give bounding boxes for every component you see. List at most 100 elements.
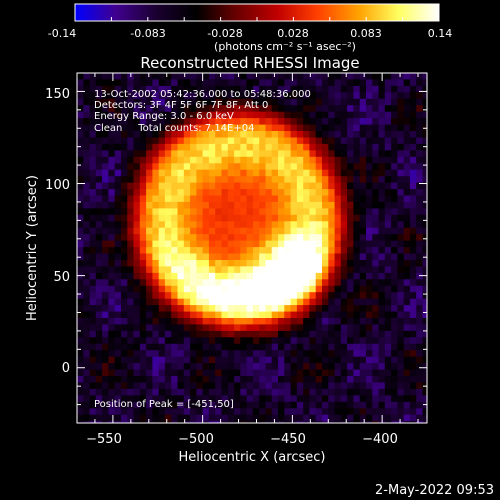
heatmap-cell <box>416 137 424 145</box>
heatmap-cell <box>208 176 216 184</box>
heatmap-cell <box>227 369 235 377</box>
heatmap-cell <box>290 240 298 248</box>
heatmap-cell <box>240 272 248 280</box>
heatmap-cell <box>190 343 197 351</box>
heatmap-cell <box>328 182 336 190</box>
heatmap-cell <box>416 214 424 222</box>
heatmap-cell <box>133 292 141 300</box>
heatmap-cell <box>215 124 223 132</box>
heatmap-cell <box>328 169 336 177</box>
heatmap-cell <box>372 131 380 138</box>
heatmap-cell <box>284 182 292 190</box>
heatmap-cell <box>121 85 128 93</box>
heatmap-cell <box>171 408 179 416</box>
heatmap-cell <box>95 279 103 287</box>
heatmap-cell <box>202 118 210 126</box>
heatmap-cell <box>265 208 273 216</box>
heatmap-cell <box>171 176 179 184</box>
heatmap-cell <box>95 395 103 403</box>
heatmap-cell <box>202 382 210 390</box>
heatmap-cell <box>95 131 103 138</box>
heatmap-cell <box>221 150 229 158</box>
heatmap-cell <box>334 73 342 80</box>
heatmap-cell <box>95 240 103 248</box>
heatmap-cell <box>215 292 223 300</box>
heatmap-cell <box>359 298 367 306</box>
heatmap-cell <box>196 382 204 390</box>
heatmap-cell <box>278 298 285 306</box>
heatmap-cell <box>202 105 210 113</box>
heatmap-cell <box>121 201 128 209</box>
heatmap-cell <box>202 73 210 80</box>
heatmap-cell <box>422 266 427 274</box>
heatmap-cell <box>102 124 109 132</box>
heatmap-cell <box>284 105 292 113</box>
heatmap-cell <box>259 182 267 190</box>
heatmap-cell <box>309 195 317 203</box>
heatmap-cell <box>202 195 210 203</box>
heatmap-cell <box>121 111 128 119</box>
heatmap-cell <box>372 298 380 306</box>
heatmap-cell <box>183 382 191 390</box>
heatmap-cell <box>208 195 216 203</box>
heatmap-cell <box>372 266 380 274</box>
heatmap-cell <box>403 124 411 132</box>
heatmap-cell <box>309 176 317 184</box>
heatmap-cell <box>384 395 392 403</box>
heatmap-cell <box>196 311 204 319</box>
heatmap-cell <box>83 421 91 423</box>
heatmap-cell <box>359 131 367 138</box>
heatmap-cell <box>353 214 361 222</box>
heatmap-cell <box>114 356 122 364</box>
heatmap-cell <box>409 98 417 106</box>
heatmap-cell <box>234 350 241 358</box>
heatmap-cell <box>391 240 398 248</box>
heatmap-cell <box>265 169 273 177</box>
heatmap-cell <box>290 118 298 126</box>
heatmap-cell <box>328 85 336 93</box>
heatmap-cell <box>359 118 367 126</box>
heatmap-cell <box>139 234 147 242</box>
heatmap-cell <box>95 292 103 300</box>
heatmap-cell <box>208 395 216 403</box>
heatmap-cell <box>359 369 367 377</box>
heatmap-cell <box>114 272 122 280</box>
heatmap-cell <box>384 240 392 248</box>
heatmap-cell <box>77 260 84 267</box>
heatmap-cell <box>114 98 122 106</box>
heatmap-cell <box>328 369 336 377</box>
heatmap-cell <box>259 137 267 145</box>
heatmap-cell <box>384 79 392 87</box>
heatmap-cell <box>89 305 97 313</box>
heatmap-cell <box>403 208 411 216</box>
heatmap-cell <box>95 111 103 119</box>
heatmap-cell <box>252 227 260 235</box>
heatmap-cell <box>83 176 91 184</box>
heatmap-cell <box>133 388 141 396</box>
heatmap-cell <box>334 124 342 132</box>
heatmap-cell <box>315 73 323 80</box>
heatmap-cell <box>139 253 147 261</box>
heatmap-cell <box>340 337 348 345</box>
heatmap-cell <box>246 73 254 80</box>
heatmap-cell <box>347 401 354 409</box>
heatmap-cell <box>303 156 311 164</box>
heatmap-cell <box>234 318 241 325</box>
heatmap-cell <box>366 85 373 93</box>
heatmap-cell <box>227 414 235 422</box>
heatmap-cell <box>171 369 179 377</box>
heatmap-cell <box>89 285 97 293</box>
heatmap-cell <box>164 221 172 229</box>
heatmap-cell <box>353 363 361 371</box>
heatmap-cell <box>359 163 367 171</box>
heatmap-cell <box>246 79 254 87</box>
heatmap-cell <box>152 421 160 423</box>
heatmap-cell <box>139 85 147 93</box>
heatmap-cell <box>77 343 84 351</box>
heatmap-cell <box>246 227 254 235</box>
heatmap-cell <box>359 421 367 423</box>
heatmap-cell <box>378 189 386 197</box>
heatmap-cell <box>403 311 411 319</box>
heatmap-cell <box>259 292 267 300</box>
heatmap-cell <box>234 324 241 332</box>
